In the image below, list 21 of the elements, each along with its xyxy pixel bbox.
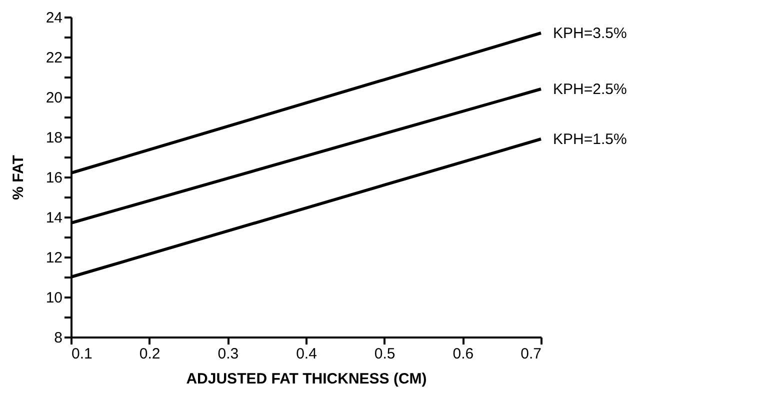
x-axis-title: ADJUSTED FAT THICKNESS (CM) [186,370,427,388]
x-tick-label: 0.3 [218,346,239,362]
y-tick-label: 20 [46,90,62,106]
x-tick-label: 0.7 [520,346,542,362]
x-tick-label: 0.4 [296,346,317,362]
x-tick-label: 0.1 [72,346,92,362]
y-tick-label: 8 [54,330,62,346]
y-tick-label: 14 [46,210,62,226]
y-tick-label: 16 [46,170,62,186]
x-tick-label: 0.5 [374,346,396,362]
series-label: KPH=3.5% [553,25,627,42]
y-tick-label: 18 [46,130,62,146]
series-label: KPH=1.5% [553,131,627,148]
series-label: KPH=2.5% [553,81,627,98]
x-tick-label: 0.2 [139,346,160,362]
y-tick-label: 10 [46,290,62,306]
y-tick-label: 24 [46,10,62,26]
x-tick-label: 0.6 [452,346,474,362]
y-tick-label: 12 [46,250,62,266]
y-axis-title: % FAT [10,155,27,200]
y-tick-label: 22 [46,50,62,66]
